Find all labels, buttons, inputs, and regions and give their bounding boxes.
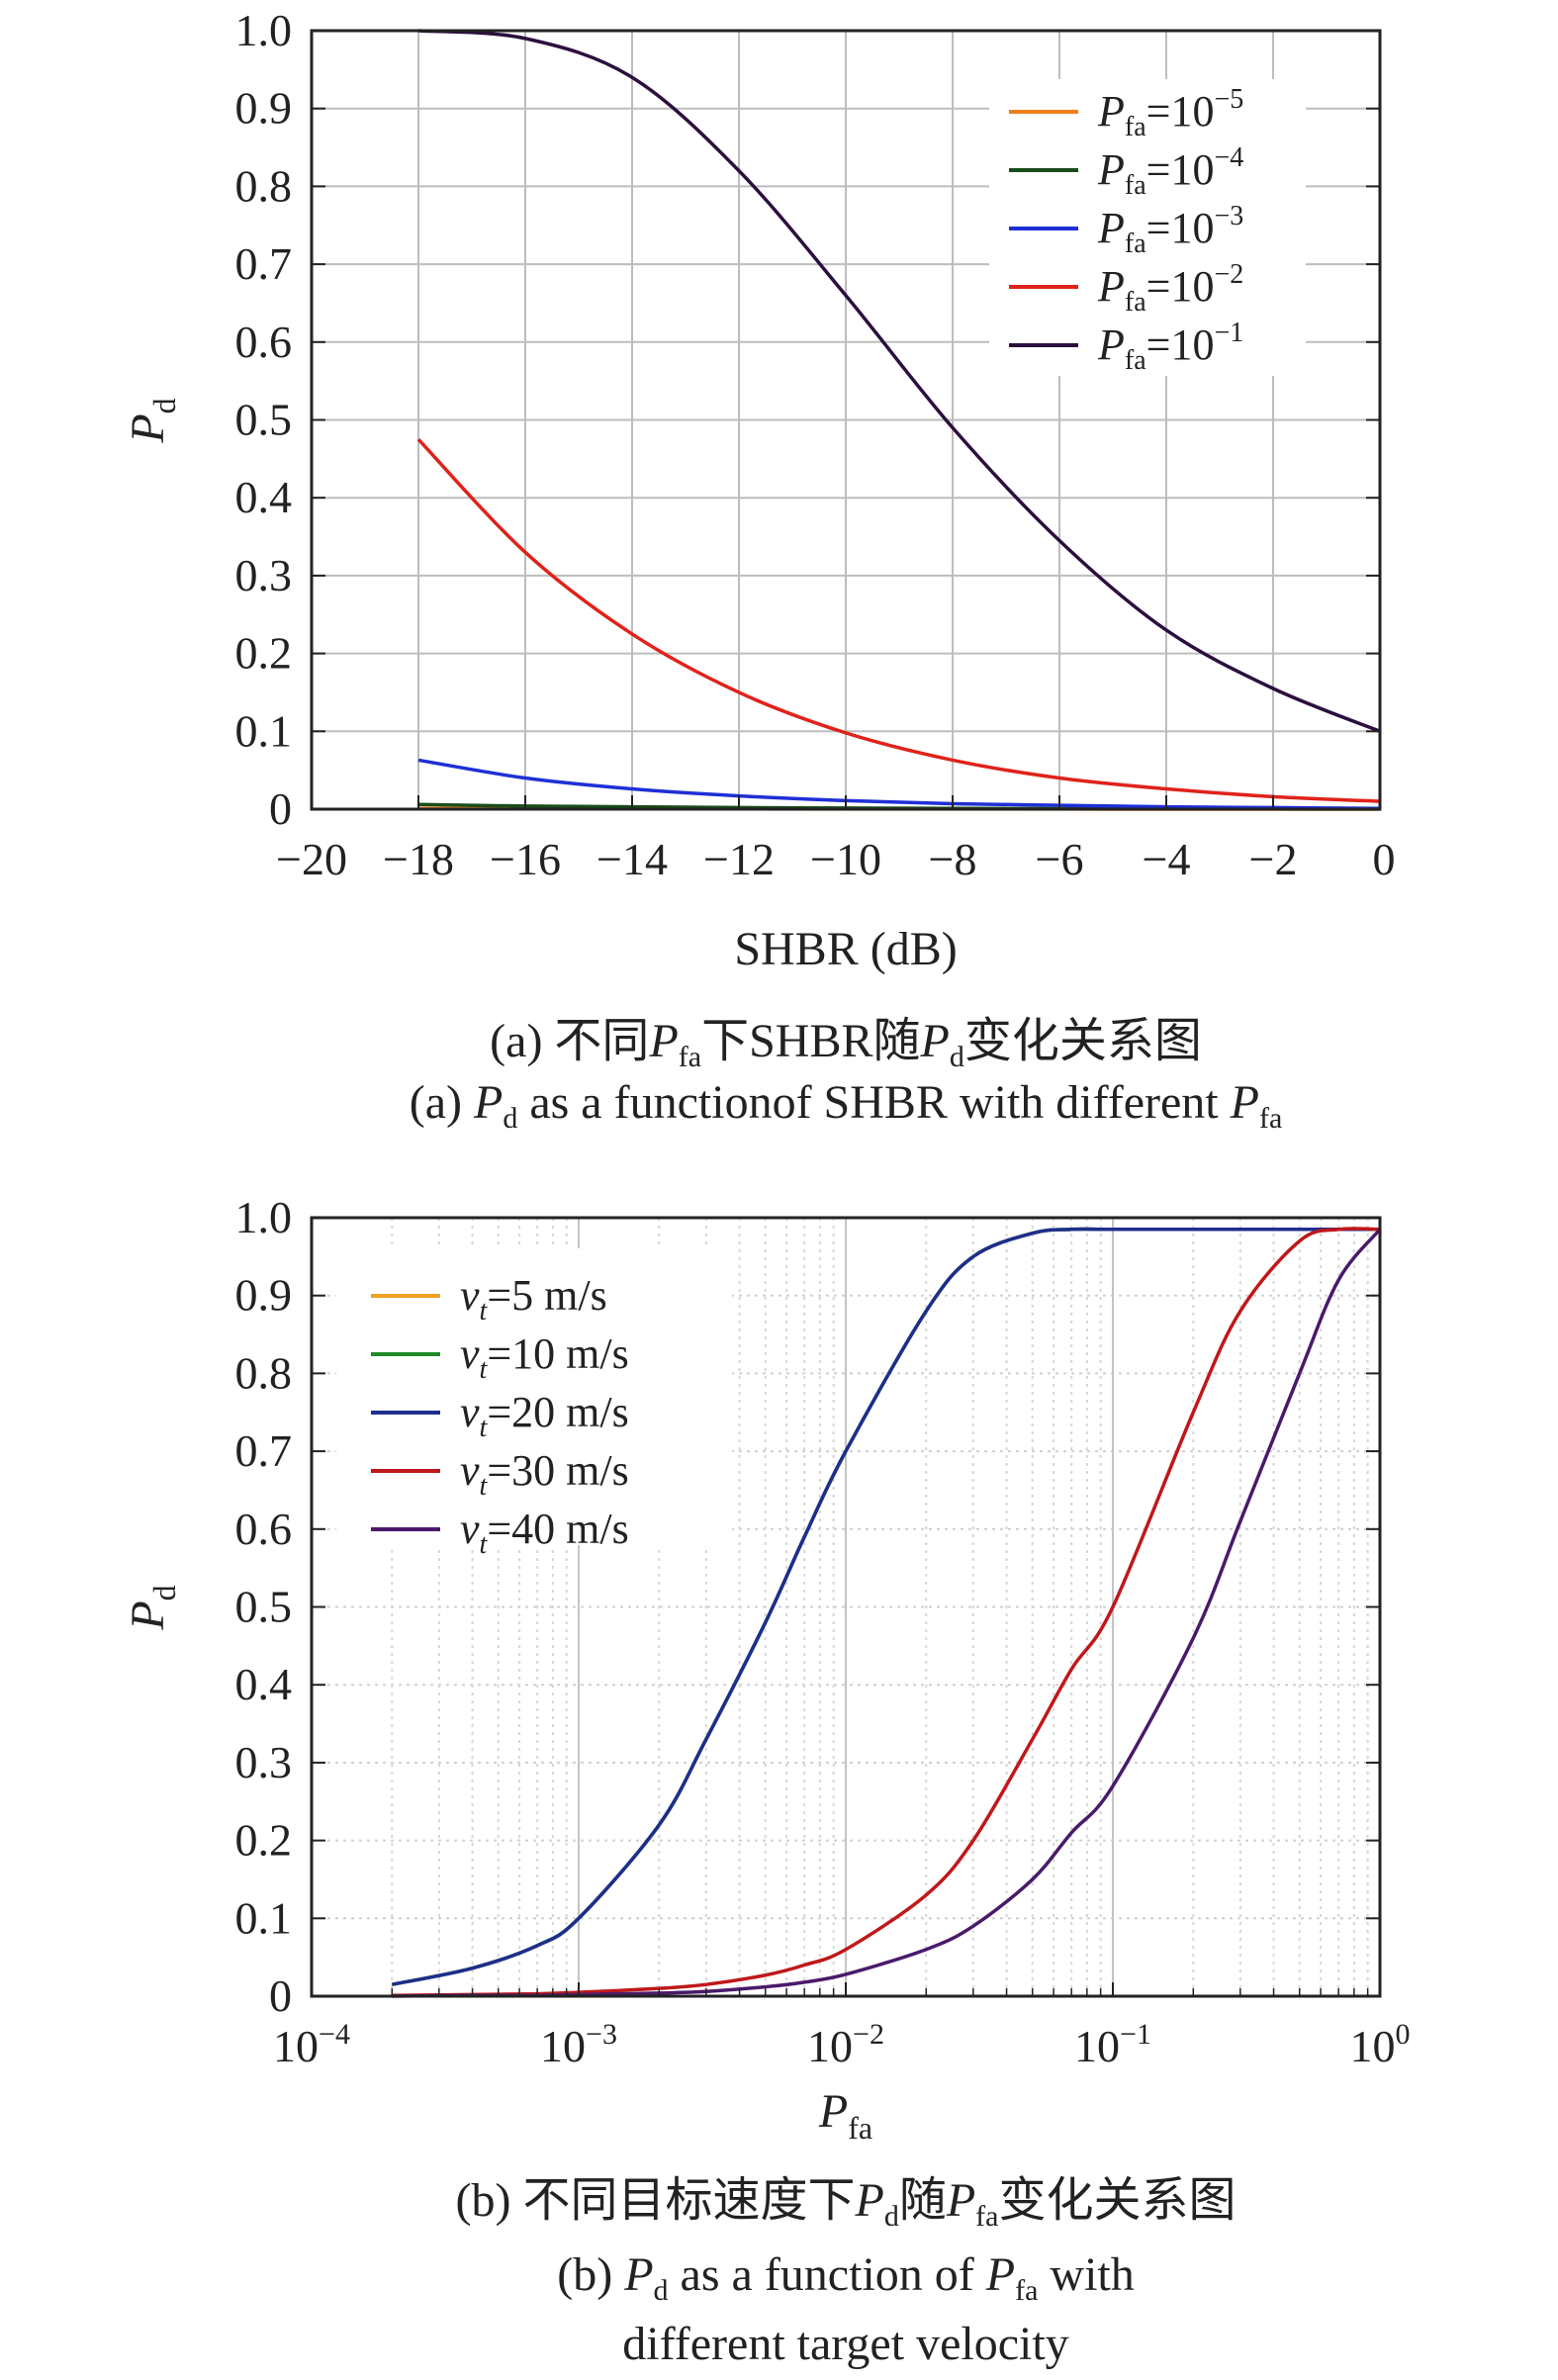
chart-b-x-axis-label: Pfa bbox=[818, 2085, 872, 2146]
chart-a-y-tick-label: 0.9 bbox=[235, 83, 293, 134]
chart-a-legend-label: Pfa=10−2 bbox=[1097, 259, 1243, 318]
chart-a-legend-label: Pfa=10−4 bbox=[1097, 142, 1243, 201]
chart-b-y-tick-label: 0.3 bbox=[235, 1737, 293, 1787]
chart-a-x-tick-label: −2 bbox=[1249, 834, 1298, 884]
chart-b-y-tick-label: 0.2 bbox=[235, 1815, 293, 1866]
chart-b-y-tick-label: 0.8 bbox=[235, 1347, 293, 1398]
chart-a-x-tick-label: −16 bbox=[490, 834, 561, 884]
chart-b-y-tick-label: 0.4 bbox=[235, 1659, 293, 1709]
chart-a-y-tick-label: 0.7 bbox=[235, 238, 293, 289]
chart-a-y-tick-label: 0 bbox=[269, 783, 292, 834]
chart-b: 0 0.1 0.2 0.3 0.4 0.5 0.6 0.7 0.8 0.9 1.0 10−4 10−3… bbox=[122, 1192, 1411, 2146]
chart-a-x-tick-label: −18 bbox=[383, 834, 454, 884]
chart-b-y-tick-label: 1.0 bbox=[235, 1192, 293, 1242]
chart-a-x-tick-label: −14 bbox=[596, 834, 668, 884]
chart-b-legend-label: vt=20 m/s bbox=[460, 1388, 629, 1443]
chart-b-legend-label: vt=40 m/s bbox=[460, 1505, 629, 1560]
chart-b-y-tick-label: 0.1 bbox=[235, 1892, 293, 1943]
chart-b-y-axis-label: Pd bbox=[122, 1585, 182, 1630]
chart-b-series-line bbox=[392, 1228, 1382, 1998]
chart-a: 00.10.20.30.40.50.60.70.80.91.0 −20 −18 −1… bbox=[122, 5, 1396, 975]
chart-a-series-line bbox=[417, 758, 1381, 810]
chart-a-y-tick-label: 0.4 bbox=[235, 472, 293, 522]
chart-a-x-tick-label: −12 bbox=[703, 834, 775, 884]
chart-a-legend-label: Pfa=10−1 bbox=[1097, 318, 1243, 376]
chart-a-y-tick-label: 0.1 bbox=[235, 705, 293, 756]
chart-b-series-line bbox=[391, 1227, 1380, 1986]
chart-b-y-ticks: 0 0.1 0.2 0.3 0.4 0.5 0.6 0.7 0.8 0.9 1.0 bbox=[235, 1192, 1380, 2021]
chart-b-x-tick-label: 100 bbox=[1350, 2018, 1411, 2071]
chart-b-y-tick-label: 0.5 bbox=[235, 1582, 293, 1632]
chart-b-legend: vt=5 m/svt=10 m/svt=20 m/svt=30 m/svt=40… bbox=[336, 1248, 732, 1560]
chart-a-x-tick-label: 0 bbox=[1373, 834, 1396, 884]
chart-a-x-ticks: −20 −18 −16 −14 −12 −10 −8 −6 −4 −2 0 bbox=[276, 795, 1396, 884]
chart-a-x-axis-label: SHBR (dB) bbox=[734, 923, 957, 975]
chart-b-y-tick-label: 0.7 bbox=[235, 1425, 293, 1476]
chart-a-series-line bbox=[417, 29, 1381, 733]
chart-b-x-ticks: 10−4 10−3 10−2 10−1 100 bbox=[273, 1982, 1411, 2071]
chart-a-x-tick-label: −10 bbox=[810, 834, 881, 884]
chart-b-legend-label: vt=30 m/s bbox=[460, 1446, 629, 1502]
chart-b-legend-label: vt=10 m/s bbox=[460, 1329, 629, 1385]
chart-a-series-line bbox=[416, 437, 1381, 803]
chart-a-y-tick-label: 0.8 bbox=[235, 160, 293, 211]
chart-a-x-tick-label: −4 bbox=[1143, 834, 1191, 884]
chart-b-lines bbox=[391, 1227, 1382, 1998]
chart-b-x-tick-label: 10−4 bbox=[273, 2018, 350, 2071]
chart-a-y-ticks: 0 0.1 0.2 0.3 0.4 0.5 0.6 0.7 0.8 0.9 1.0 bbox=[235, 5, 1380, 834]
caption-b-chinese: (b) 不同目标速度下Pd随Pfa变化关系图 bbox=[456, 2174, 1237, 2233]
chart-a-x-tick-label: −20 bbox=[276, 834, 347, 884]
chart-b-legend-label: vt=5 m/s bbox=[460, 1271, 607, 1327]
chart-a-y-tick-label: 1.0 bbox=[235, 5, 293, 55]
chart-b-x-tick-label: 10−2 bbox=[807, 2018, 884, 2071]
chart-a-legend-label: Pfa=10−3 bbox=[1097, 201, 1243, 259]
caption-a-chinese: (a) 不同Pfa下SHBR随Pd变化关系图 bbox=[490, 1015, 1202, 1073]
chart-a-x-tick-label: −8 bbox=[929, 834, 977, 884]
chart-a-x-tick-label: −6 bbox=[1036, 834, 1084, 884]
chart-b-y-tick-label: 0.6 bbox=[235, 1504, 293, 1554]
chart-a-y-tick-label: 0.6 bbox=[235, 317, 293, 367]
caption-b-english-line2: different target velocity bbox=[622, 2318, 1068, 2370]
caption-a-english: (a) Pd as a functionof SHBR with differe… bbox=[410, 1076, 1283, 1135]
chart-a-y-tick-label: 0.2 bbox=[235, 628, 293, 679]
chart-b-x-tick-label: 10−3 bbox=[540, 2018, 617, 2071]
chart-a-y-tick-label: 0.3 bbox=[235, 550, 293, 600]
chart-b-x-tick-label: 10−1 bbox=[1074, 2018, 1151, 2071]
chart-b-y-tick-label: 0.9 bbox=[235, 1270, 293, 1321]
chart-a-y-axis-label: Pd bbox=[122, 398, 182, 443]
caption-b-english-line1: (b) Pd as a function of Pfa with bbox=[557, 2248, 1135, 2307]
chart-b-series-line bbox=[392, 1227, 1381, 1997]
chart-a-y-tick-label: 0.5 bbox=[235, 395, 293, 445]
chart-b-y-tick-label: 0 bbox=[269, 1970, 292, 2021]
chart-a-legend-label: Pfa=10−5 bbox=[1097, 84, 1243, 142]
